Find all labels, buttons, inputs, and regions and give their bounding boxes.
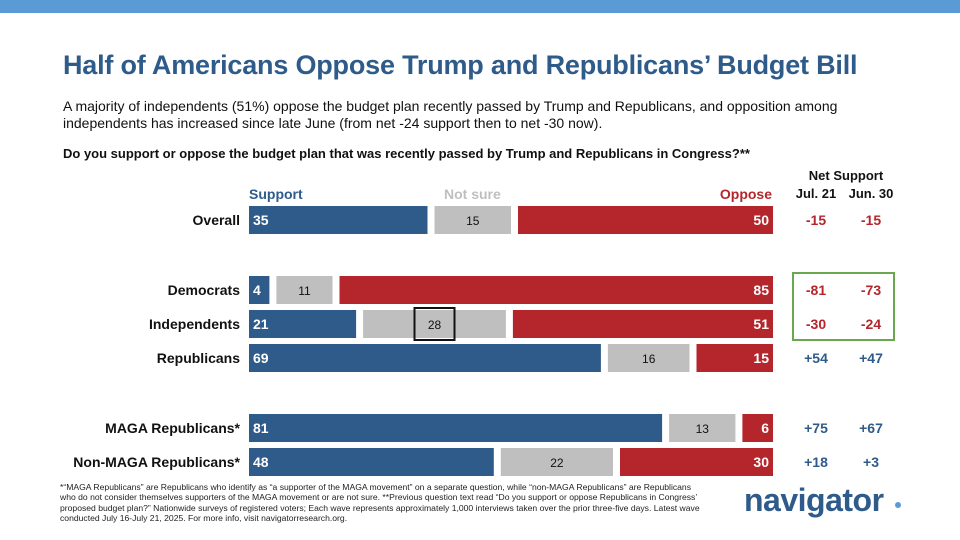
bar-support-overall — [249, 206, 428, 234]
page-title: Half of Americans Oppose Trump and Repub… — [63, 50, 858, 80]
row-label-maga-republicans: MAGA Republicans* — [105, 420, 240, 436]
label-not-sure-democrats: 11 — [298, 284, 311, 298]
row-label-democrats: Democrats — [168, 282, 241, 298]
bar-not-sure-non-maga-republicans — [500, 448, 613, 476]
row-label-non-maga-republicans: Non-MAGA Republicans* — [73, 454, 240, 470]
net-jul21-non-maga-republicans: +18 — [804, 454, 828, 470]
row-label-republicans: Republicans — [157, 350, 240, 366]
label-oppose-independents: 51 — [753, 316, 769, 332]
net-col-jul21: Jul. 21 — [795, 186, 837, 201]
net-jul21-democrats: -81 — [806, 282, 826, 298]
net-jun30-non-maga-republicans: +3 — [863, 454, 879, 470]
row-label-independents: Independents — [149, 316, 240, 332]
bar-not-sure-democrats — [276, 276, 333, 304]
bar-oppose-non-maga-republicans — [620, 448, 773, 476]
bar-not-sure-maga-republicans — [669, 414, 736, 442]
bar-oppose-overall — [518, 206, 773, 234]
bar-support-democrats — [249, 276, 270, 304]
bar-support-independents — [249, 310, 357, 338]
bar-support-non-maga-republicans — [249, 448, 494, 476]
bar-not-sure-independents — [363, 310, 506, 338]
legend-not-sure: Not sure — [444, 186, 501, 202]
label-not-sure-overall: 15 — [466, 214, 480, 228]
label-support-maga-republicans: 81 — [253, 420, 269, 436]
label-not-sure-maga-republicans: 13 — [696, 422, 710, 436]
net-jun30-maga-republicans: +67 — [859, 420, 883, 436]
bar-oppose-maga-republicans — [742, 414, 773, 442]
label-support-overall: 35 — [253, 212, 269, 228]
label-oppose-maga-republicans: 6 — [761, 420, 769, 436]
label-not-sure-independents: 28 — [428, 318, 442, 332]
label-support-democrats: 4 — [253, 282, 261, 298]
label-oppose-non-maga-republicans: 30 — [753, 454, 769, 470]
row-label-overall: Overall — [193, 212, 240, 228]
bar-not-sure-republicans — [607, 344, 690, 372]
net-highlight-box — [792, 272, 895, 341]
label-support-non-maga-republicans: 48 — [253, 454, 269, 470]
net-jun30-democrats: -73 — [861, 282, 881, 298]
net-support-title: Net Support — [808, 168, 884, 183]
net-jul21-independents: -30 — [806, 316, 826, 332]
bar-support-republicans — [249, 344, 601, 372]
net-jul21-republicans: +54 — [804, 350, 828, 366]
bar-oppose-independents — [512, 310, 773, 338]
net-col-jun30: Jun. 30 — [848, 186, 894, 201]
label-not-sure-non-maga-republicans: 22 — [550, 456, 564, 470]
bar-support-maga-republicans — [249, 414, 663, 442]
top-accent-bar — [0, 0, 960, 13]
page-subtitle: A majority of independents (51%) oppose … — [63, 98, 838, 131]
legend-support: Support — [249, 186, 303, 202]
net-jul21-maga-republicans: +75 — [804, 420, 828, 436]
legend-oppose: Oppose — [719, 186, 772, 202]
highlight-box-independents — [413, 307, 456, 341]
label-support-independents: 21 — [253, 316, 269, 332]
bar-oppose-republicans — [696, 344, 773, 372]
label-oppose-overall: 50 — [753, 212, 769, 228]
label-oppose-democrats: 85 — [753, 282, 769, 298]
net-jul21-overall: -15 — [806, 212, 826, 228]
bar-oppose-democrats — [339, 276, 773, 304]
survey-question: Do you support or oppose the budget plan… — [63, 146, 750, 161]
logo-dot — [895, 502, 901, 508]
net-jun30-overall: -15 — [861, 212, 881, 228]
net-jun30-republicans: +47 — [859, 350, 883, 366]
bar-not-sure-overall — [434, 206, 511, 234]
label-oppose-republicans: 15 — [753, 350, 769, 366]
footnote: *“MAGA Republicans” are Republicans who … — [60, 482, 700, 524]
navigator-logo: navigator — [744, 482, 884, 518]
label-support-republicans: 69 — [253, 350, 269, 366]
label-not-sure-republicans: 16 — [642, 352, 656, 366]
net-jun30-independents: -24 — [861, 316, 881, 332]
